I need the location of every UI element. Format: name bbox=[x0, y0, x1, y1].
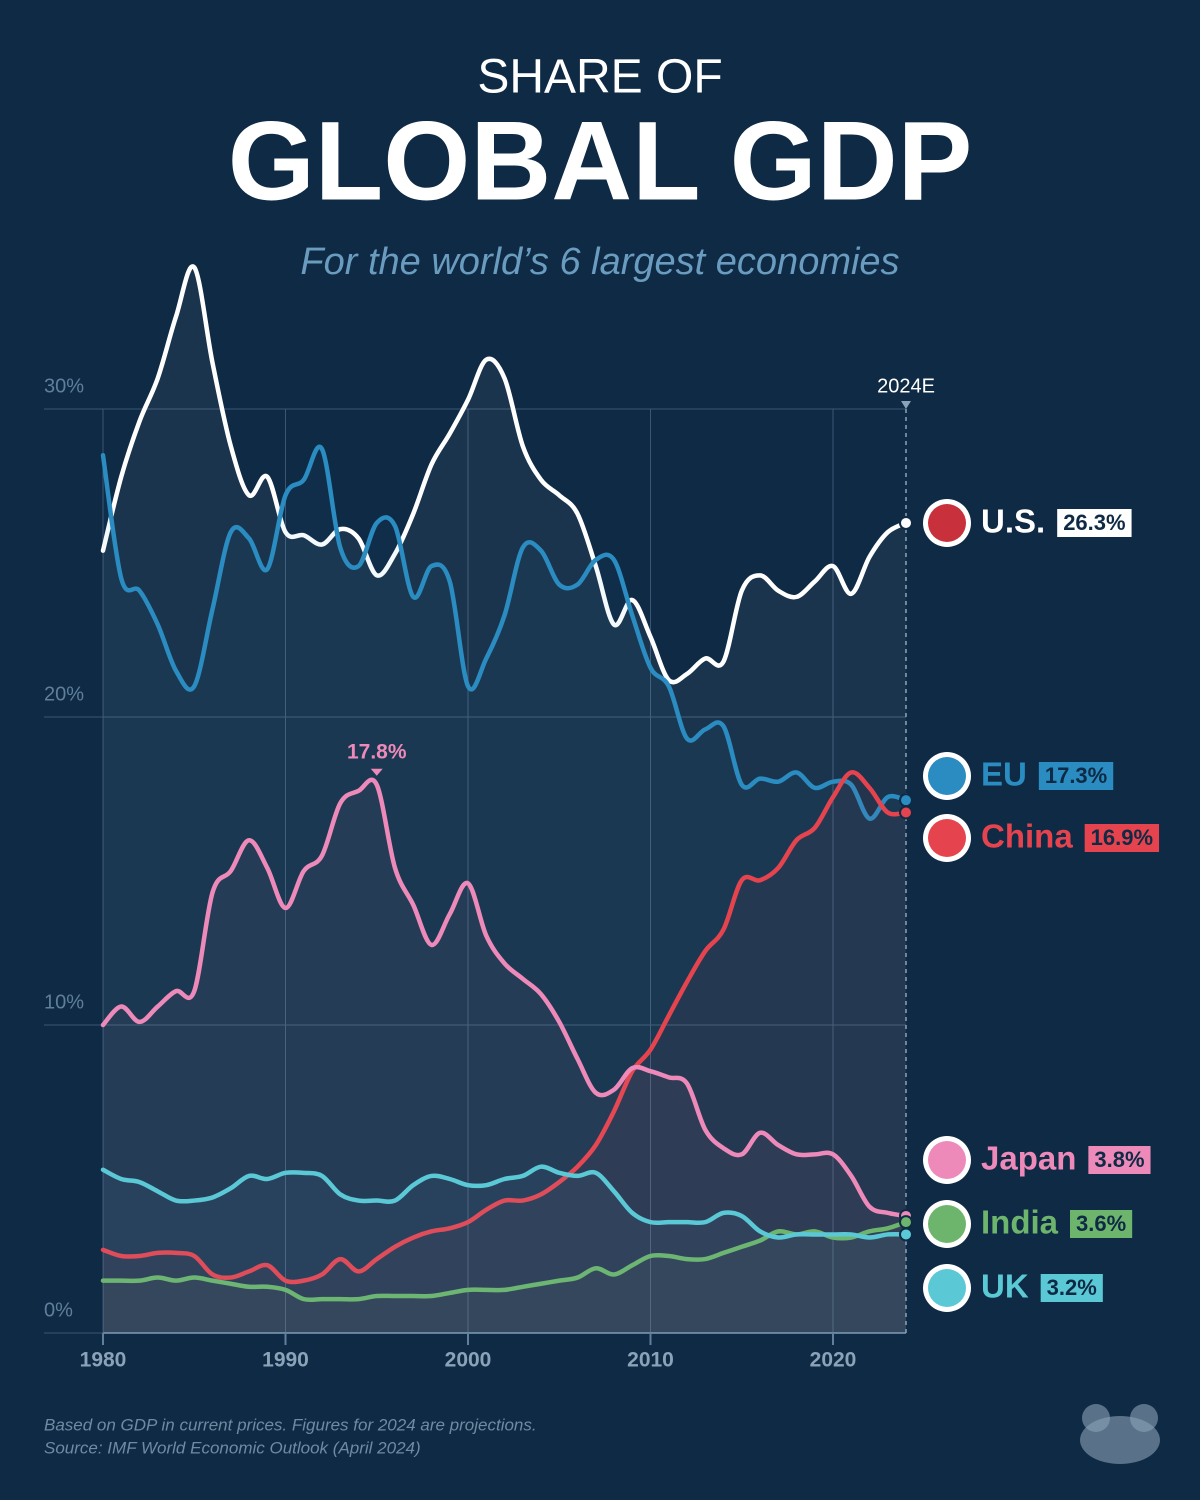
end-dot bbox=[899, 805, 913, 820]
value-label-box bbox=[1038, 762, 1114, 790]
subtitle: For the world’s 6 largest economies bbox=[300, 241, 899, 283]
legend-icon bbox=[928, 1269, 966, 1307]
x-tick-label: 2000 bbox=[445, 1349, 492, 1372]
end-dot bbox=[899, 1227, 913, 1242]
legend-entry: Japan 3.8% bbox=[923, 1136, 1151, 1184]
projection-marker bbox=[901, 401, 911, 409]
legend-icon bbox=[928, 1205, 966, 1243]
area bbox=[103, 772, 906, 1333]
end-dot bbox=[899, 793, 913, 808]
x-tick-label: 2010 bbox=[627, 1349, 674, 1372]
legend-entry: India 3.6% bbox=[923, 1200, 1133, 1248]
y-tick-label: 20% bbox=[44, 683, 84, 705]
end-dot bbox=[899, 515, 913, 530]
x-tick-label: 1990 bbox=[262, 1349, 309, 1372]
legend-entry: China 16.9% bbox=[923, 814, 1160, 862]
legend-label: U.S. bbox=[981, 503, 1045, 540]
annotation: 2024E bbox=[877, 375, 935, 397]
line bbox=[100, 777, 909, 1219]
value-label: 17.3% bbox=[1045, 763, 1107, 788]
area bbox=[103, 1222, 906, 1333]
end-dot bbox=[899, 1215, 913, 1230]
area bbox=[103, 779, 906, 1333]
legend-label: UK bbox=[981, 1268, 1029, 1305]
value-label-box bbox=[1040, 1274, 1103, 1302]
area bbox=[103, 266, 906, 1333]
line bbox=[100, 1164, 909, 1240]
source: Source: IMF World Economic Outlook (Apri… bbox=[44, 1438, 421, 1457]
chart-title: GLOBAL GDP bbox=[228, 99, 973, 224]
area bbox=[103, 446, 906, 1333]
value-label-box bbox=[1088, 1146, 1151, 1174]
line bbox=[100, 444, 909, 821]
legend-entry: UK 3.2% bbox=[923, 1264, 1103, 1312]
y-tick-label: 0% bbox=[44, 1299, 73, 1321]
legend-entry: EU 17.3% bbox=[923, 752, 1114, 800]
label-pointer bbox=[370, 768, 383, 776]
area bbox=[103, 1166, 906, 1333]
y-tick-label: 10% bbox=[44, 991, 84, 1013]
line bbox=[100, 264, 909, 685]
value-label-box bbox=[1084, 824, 1160, 852]
legend-label: China bbox=[981, 818, 1073, 855]
x-tick-label: 2020 bbox=[810, 1349, 857, 1372]
legend-icon bbox=[928, 1141, 966, 1179]
value-label: 3.6% bbox=[1076, 1211, 1126, 1236]
legend-label: Japan bbox=[981, 1140, 1076, 1177]
legend-entry: U.S. 26.3% bbox=[923, 499, 1132, 547]
data-label: 17.8% bbox=[347, 740, 407, 763]
y-tick-label: 30% bbox=[44, 375, 84, 397]
legend-icon bbox=[928, 504, 966, 542]
legend-icon bbox=[928, 819, 966, 857]
line bbox=[100, 770, 909, 1285]
pretitle: SHARE OF bbox=[477, 51, 722, 104]
legend-label: EU bbox=[981, 756, 1027, 793]
value-label: 16.9% bbox=[1091, 825, 1153, 850]
value-label: 3.2% bbox=[1047, 1275, 1097, 1300]
line bbox=[100, 1219, 909, 1303]
value-label-box bbox=[1057, 509, 1132, 537]
value-label-box bbox=[1070, 1210, 1133, 1238]
value-label: 3.8% bbox=[1094, 1147, 1144, 1172]
note: Based on GDP in current prices. Figures … bbox=[44, 1415, 537, 1434]
logo bbox=[1080, 1404, 1160, 1464]
legend-label: India bbox=[981, 1204, 1059, 1241]
value-label: 26.3% bbox=[1063, 510, 1125, 535]
legend-icon bbox=[928, 757, 966, 795]
x-tick-label: 1980 bbox=[80, 1349, 127, 1372]
